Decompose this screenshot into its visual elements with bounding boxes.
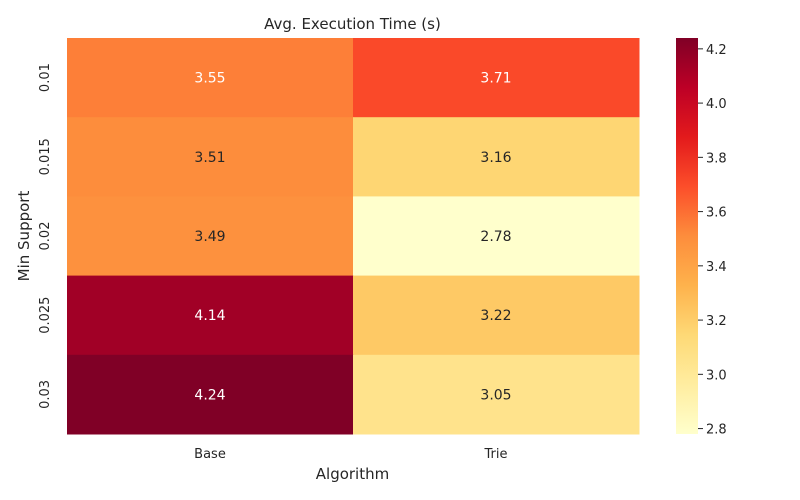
colorbar-ticks: 2.8 3.0 3.2 3.4 3.6 3.8 4.0 4.2 bbox=[698, 43, 727, 438]
colorbar-tick-label: 3.0 bbox=[706, 368, 727, 383]
y-axis-label: Min Support bbox=[15, 191, 33, 282]
cell-annotation: 4.14 bbox=[194, 308, 225, 324]
x-tick-label: Base bbox=[194, 447, 226, 462]
heatmap-cell-0.02-Base bbox=[67, 196, 354, 277]
heatmap-cell-0.03-Base bbox=[67, 354, 354, 435]
cell-annotation: 3.05 bbox=[480, 387, 511, 403]
cell-annotation: 4.24 bbox=[194, 387, 225, 403]
heatmap-cell-0.015-Trie bbox=[353, 117, 640, 197]
colorbar-tick-label: 2.8 bbox=[706, 423, 727, 438]
heatmap-cells: 3.55 3.71 3.51 3.16 3.49 2.78 4.14 3.22 4.24 3.05 bbox=[67, 38, 640, 435]
heatmap-cell-0.025-Base bbox=[67, 275, 354, 356]
cell-annotation: 3.71 bbox=[480, 71, 511, 87]
x-axis-label: Algorithm bbox=[316, 465, 389, 483]
y-tick-label: 0.03 bbox=[38, 380, 53, 409]
y-axis-ticks: 0.01 0.015 0.02 0.025 0.03 bbox=[38, 63, 53, 409]
heatmap-cell-0.025-Trie bbox=[353, 275, 640, 356]
cell-annotation: 3.49 bbox=[194, 229, 225, 245]
colorbar-tick-label: 3.2 bbox=[706, 314, 727, 329]
cell-annotation: 3.55 bbox=[194, 71, 225, 87]
y-tick-label: 0.025 bbox=[38, 297, 53, 334]
heatmap-cell-0.01-Base bbox=[67, 38, 354, 118]
colorbar bbox=[676, 38, 698, 434]
cell-annotation: 3.16 bbox=[480, 150, 511, 166]
y-tick-label: 0.02 bbox=[38, 222, 53, 251]
y-tick-label: 0.01 bbox=[38, 63, 53, 92]
cell-annotation: 2.78 bbox=[480, 229, 511, 245]
colorbar-tick-label: 3.4 bbox=[706, 260, 727, 275]
heatmap-cell-0.02-Trie bbox=[353, 196, 640, 277]
y-tick-label: 0.015 bbox=[38, 138, 53, 175]
colorbar-tick-label: 4.0 bbox=[706, 97, 727, 112]
cell-annotation: 3.51 bbox=[194, 150, 225, 166]
heatmap-cell-0.03-Trie bbox=[353, 354, 640, 435]
chart-title: Avg. Execution Time (s) bbox=[264, 15, 441, 33]
heatmap-cell-0.015-Base bbox=[67, 117, 354, 197]
x-tick-label: Trie bbox=[484, 447, 508, 462]
x-axis-ticks: Base Trie bbox=[194, 447, 507, 462]
colorbar-tick-label: 4.2 bbox=[706, 43, 727, 58]
colorbar-tick-label: 3.6 bbox=[706, 206, 727, 221]
heatmap-cell-0.01-Trie bbox=[353, 38, 640, 118]
cell-annotation: 3.22 bbox=[480, 308, 511, 324]
colorbar-tick-label: 3.8 bbox=[706, 151, 727, 166]
